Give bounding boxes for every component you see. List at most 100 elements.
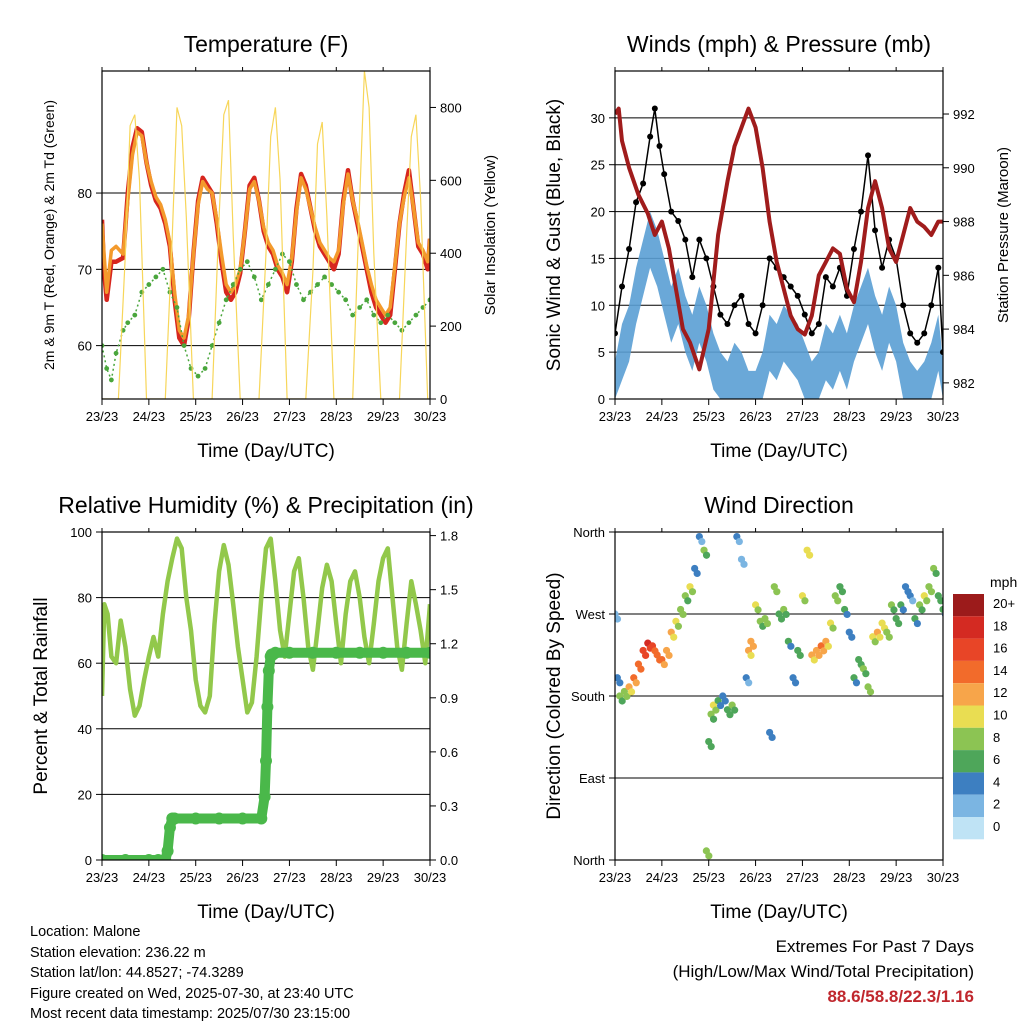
direction-point bbox=[862, 670, 870, 678]
legend-swatch bbox=[953, 638, 984, 661]
speed-legend: mph 20+ 18 16 14 12 10 8 6 4 2 0 bbox=[953, 574, 1017, 840]
x-tick-label: 27/23 bbox=[273, 409, 306, 424]
legend-label: 18 bbox=[993, 618, 1007, 633]
rainfall-point bbox=[353, 646, 366, 659]
chart-title: Relative Humidity (%) & Precipitation (i… bbox=[58, 492, 473, 518]
rainfall-point bbox=[236, 812, 249, 825]
x-axis-label: Time (Day/UTC) bbox=[197, 441, 335, 462]
legend-label: 6 bbox=[993, 752, 1000, 767]
y2-tick-label: 0.0 bbox=[440, 853, 458, 868]
direction-point bbox=[876, 633, 884, 641]
y-tick-label: South bbox=[571, 689, 605, 704]
station-elevation: Station elevation: 236.22 m bbox=[30, 944, 206, 961]
rainfall-point bbox=[377, 646, 390, 659]
direction-point bbox=[735, 537, 743, 546]
direction-point bbox=[618, 697, 626, 705]
direction-point bbox=[749, 642, 757, 650]
direction-point bbox=[660, 660, 668, 669]
direction-point bbox=[670, 633, 678, 641]
station-location: Location: Malone bbox=[30, 924, 141, 940]
rainfall-point bbox=[262, 664, 275, 677]
direction-point bbox=[642, 651, 650, 660]
rainfall-point bbox=[400, 646, 413, 659]
direction-point bbox=[871, 638, 879, 646]
direction-point bbox=[829, 624, 837, 632]
y2-tick-label: 400 bbox=[440, 246, 462, 261]
x-tick-label: 29/23 bbox=[367, 870, 400, 885]
chart-panel-4: Wind Direction North East South West North 23/… bbox=[544, 492, 959, 923]
rainfall-point bbox=[168, 812, 181, 825]
x-tick-label: 26/23 bbox=[226, 409, 259, 424]
legend-swatch bbox=[953, 683, 984, 706]
chart-title: Winds (mph) & Pressure (mb) bbox=[627, 31, 931, 57]
plot-frame bbox=[101, 531, 431, 861]
direction-point bbox=[709, 715, 718, 723]
rainfall-point bbox=[269, 646, 282, 659]
y-tick-label: North bbox=[573, 525, 605, 540]
y-tick-label: 30 bbox=[591, 111, 605, 126]
plot-frame bbox=[101, 70, 431, 400]
y-tick-label: 100 bbox=[70, 525, 92, 540]
legend-title: mph bbox=[990, 574, 1017, 590]
y2-tick-label: 982 bbox=[953, 376, 975, 391]
direction-point bbox=[815, 651, 823, 660]
chart-panel-3: Relative Humidity (%) & Precipitation (i… bbox=[31, 492, 474, 923]
legend-label: 20+ bbox=[993, 596, 1015, 611]
extremes-box: Extremes For Past 7 Days (High/Low/Max W… bbox=[673, 934, 974, 1009]
x-tick-label: 23/23 bbox=[599, 870, 632, 885]
x-tick-label: 25/23 bbox=[179, 409, 212, 424]
direction-point bbox=[834, 597, 842, 605]
direction-point bbox=[773, 588, 781, 596]
x-tick-label: 24/23 bbox=[133, 409, 166, 424]
rainfall-point bbox=[189, 812, 202, 825]
x-axis-label: Time (Day/UTC) bbox=[197, 902, 335, 923]
x-tick-label: 24/23 bbox=[133, 870, 166, 885]
rainfall-point bbox=[102, 854, 108, 860]
direction-point bbox=[885, 633, 893, 641]
y2-axis-label: Solar Insolation (Yellow) bbox=[482, 155, 499, 315]
series-solar-insolation bbox=[102, 71, 430, 399]
direction-point bbox=[674, 622, 683, 630]
dewpoint-point bbox=[104, 366, 110, 371]
x-tick-label: 25/23 bbox=[692, 870, 725, 885]
direction-point bbox=[707, 742, 715, 751]
plot-area bbox=[102, 536, 430, 860]
extremes-values: 88.6/58.8/22.3/1.16 bbox=[827, 987, 974, 1006]
dewpoint-point bbox=[371, 312, 377, 318]
y-tick-label: West bbox=[576, 607, 606, 622]
legend-label: 16 bbox=[993, 641, 1007, 656]
x-tick-label: 23/23 bbox=[86, 409, 119, 424]
direction-point bbox=[740, 560, 748, 568]
legend-swatch bbox=[953, 705, 984, 728]
direction-point bbox=[927, 588, 936, 596]
direction-point bbox=[637, 665, 645, 673]
x-tick-label: 29/23 bbox=[880, 870, 913, 885]
direction-point bbox=[768, 733, 776, 742]
rainfall-point bbox=[306, 646, 319, 659]
extremes-heading: Extremes For Past 7 Days bbox=[775, 937, 974, 956]
direction-point bbox=[623, 692, 631, 701]
x-tick-label: 29/23 bbox=[880, 409, 913, 424]
legend-swatch bbox=[953, 727, 984, 751]
x-tick-label: 26/23 bbox=[739, 870, 772, 885]
y2-tick-label: 1.5 bbox=[440, 583, 458, 598]
y-tick-label: 80 bbox=[78, 186, 92, 201]
legend-swatch bbox=[953, 594, 984, 617]
direction-point bbox=[763, 619, 772, 628]
legend-label: 14 bbox=[993, 663, 1007, 678]
direction-point bbox=[688, 588, 697, 596]
rainfall-point bbox=[330, 646, 343, 659]
y-tick-label: 5 bbox=[598, 345, 605, 360]
series-relative-humidity bbox=[102, 536, 430, 718]
chart-panel-2: Winds (mph) & Pressure (mb) 0 5 10 15 20 25 30 9… bbox=[544, 31, 1012, 462]
y-tick-label: 70 bbox=[78, 262, 92, 277]
y-axis-label: Percent & Total Rainfall bbox=[31, 597, 52, 794]
direction-point bbox=[698, 537, 706, 546]
plot-frame bbox=[614, 70, 944, 400]
x-axis-label: Time (Day/UTC) bbox=[710, 441, 848, 462]
direction-point bbox=[909, 597, 917, 605]
direction-point bbox=[796, 651, 804, 660]
y-tick-label: 10 bbox=[591, 298, 605, 313]
direction-point bbox=[895, 619, 903, 628]
y-tick-label: 80 bbox=[78, 591, 92, 606]
